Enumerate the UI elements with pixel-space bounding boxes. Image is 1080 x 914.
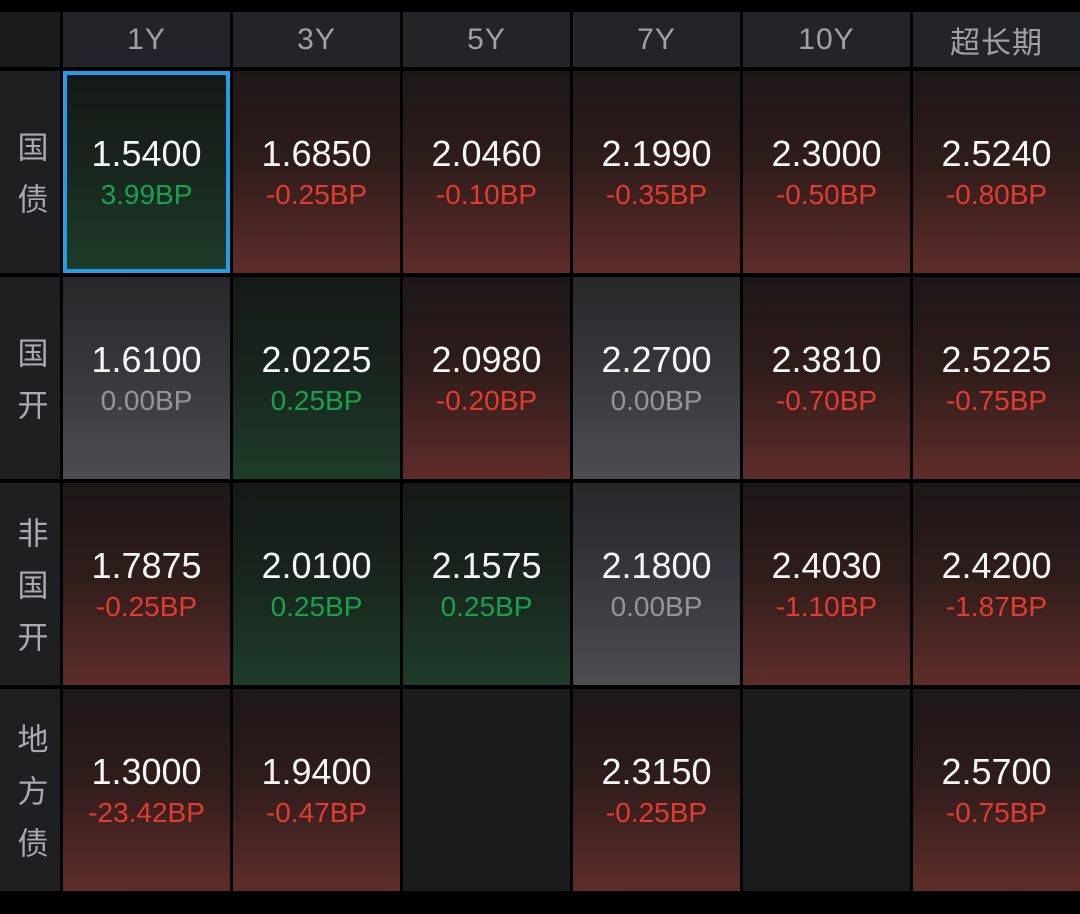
change-bp: -0.80BP bbox=[945, 178, 1048, 210]
row-label: 地方债 bbox=[0, 689, 60, 891]
row-label: 非国开 bbox=[0, 483, 60, 685]
yield-cell[interactable]: 2.4030 -1.10BP bbox=[743, 483, 910, 685]
change-bp: -0.47BP bbox=[265, 796, 368, 828]
column-header-3: 5Y bbox=[403, 12, 570, 67]
yield-value: 2.1575 bbox=[431, 544, 542, 586]
column-header-6: 超长期 bbox=[913, 12, 1080, 67]
yield-value: 2.5225 bbox=[941, 338, 1052, 380]
row-label-text: 地方债 bbox=[12, 722, 48, 879]
column-header-1: 1Y bbox=[63, 12, 230, 67]
yield-value: 2.3000 bbox=[771, 132, 882, 174]
yield-value: 1.3000 bbox=[91, 750, 202, 792]
change-bp: 3.99BP bbox=[100, 178, 193, 210]
change-bp: -1.10BP bbox=[775, 590, 878, 622]
yield-cell[interactable]: 2.0100 0.25BP bbox=[233, 483, 400, 685]
change-bp: -23.42BP bbox=[88, 796, 205, 828]
yield-value: 2.0225 bbox=[261, 338, 372, 380]
yield-cell[interactable]: 2.5240 -0.80BP bbox=[913, 71, 1080, 273]
yield-cell[interactable]: 2.0225 0.25BP bbox=[233, 277, 400, 479]
yield-cell-selected[interactable]: 1.5400 3.99BP bbox=[63, 71, 230, 273]
yield-cell[interactable]: 2.0460 -0.10BP bbox=[403, 71, 570, 273]
yield-value: 2.1800 bbox=[601, 544, 712, 586]
change-bp: 0.25BP bbox=[270, 590, 363, 622]
yield-value: 2.0980 bbox=[431, 338, 542, 380]
change-bp: 0.25BP bbox=[270, 384, 363, 416]
yield-cell[interactable]: 2.3810 -0.70BP bbox=[743, 277, 910, 479]
row-label-text: 国开 bbox=[12, 336, 48, 441]
empty-cell bbox=[403, 689, 570, 891]
yield-cell[interactable]: 1.6850 -0.25BP bbox=[233, 71, 400, 273]
yield-cell[interactable]: 2.1800 0.00BP bbox=[573, 483, 740, 685]
yield-cell[interactable]: 2.5225 -0.75BP bbox=[913, 277, 1080, 479]
yield-cell[interactable]: 2.1990 -0.35BP bbox=[573, 71, 740, 273]
yield-value: 2.4200 bbox=[941, 544, 1052, 586]
row-label-text: 非国开 bbox=[12, 516, 48, 673]
change-bp: -1.87BP bbox=[945, 590, 1048, 622]
change-bp: -0.25BP bbox=[265, 178, 368, 210]
yield-cell[interactable]: 2.1575 0.25BP bbox=[403, 483, 570, 685]
yield-value: 1.6850 bbox=[261, 132, 372, 174]
change-bp: 0.00BP bbox=[100, 384, 193, 416]
yield-value: 2.4030 bbox=[771, 544, 882, 586]
yield-value: 2.2700 bbox=[601, 338, 712, 380]
yield-cell[interactable]: 2.2700 0.00BP bbox=[573, 277, 740, 479]
column-header-2: 3Y bbox=[233, 12, 400, 67]
row-label-text: 国债 bbox=[12, 130, 48, 235]
change-bp: -0.25BP bbox=[95, 590, 198, 622]
change-bp: -0.35BP bbox=[605, 178, 708, 210]
bond-yield-board: 1Y 3Y 5Y 7Y 10Y 超长期国债 1.5400 3.99BP 1.6850 -0.25B… bbox=[0, 12, 1080, 891]
change-bp: 0.00BP bbox=[610, 590, 703, 622]
yield-value: 2.5240 bbox=[941, 132, 1052, 174]
yield-cell[interactable]: 2.4200 -1.87BP bbox=[913, 483, 1080, 685]
yield-value: 1.6100 bbox=[91, 338, 202, 380]
empty-cell bbox=[743, 689, 910, 891]
yield-cell[interactable]: 2.5700 -0.75BP bbox=[913, 689, 1080, 891]
yield-cell[interactable]: 2.0980 -0.20BP bbox=[403, 277, 570, 479]
header-corner-cell bbox=[0, 12, 60, 67]
change-bp: -0.10BP bbox=[435, 178, 538, 210]
yield-cell[interactable]: 1.6100 0.00BP bbox=[63, 277, 230, 479]
change-bp: -0.50BP bbox=[775, 178, 878, 210]
yield-value: 2.3150 bbox=[601, 750, 712, 792]
yield-value: 1.9400 bbox=[261, 750, 372, 792]
column-header-5: 10Y bbox=[743, 12, 910, 67]
change-bp: -0.25BP bbox=[605, 796, 708, 828]
change-bp: 0.25BP bbox=[440, 590, 533, 622]
change-bp: -0.20BP bbox=[435, 384, 538, 416]
change-bp: -0.75BP bbox=[945, 384, 1048, 416]
change-bp: -0.75BP bbox=[945, 796, 1048, 828]
row-label: 国开 bbox=[0, 277, 60, 479]
change-bp: 0.00BP bbox=[610, 384, 703, 416]
yield-cell[interactable]: 1.9400 -0.47BP bbox=[233, 689, 400, 891]
yield-cell[interactable]: 2.3000 -0.50BP bbox=[743, 71, 910, 273]
yield-value: 1.5400 bbox=[91, 132, 202, 174]
row-label: 国债 bbox=[0, 71, 60, 273]
column-header-4: 7Y bbox=[573, 12, 740, 67]
yield-cell[interactable]: 1.3000 -23.42BP bbox=[63, 689, 230, 891]
yield-value: 2.5700 bbox=[941, 750, 1052, 792]
yield-value: 2.3810 bbox=[771, 338, 882, 380]
yield-value: 2.0100 bbox=[261, 544, 372, 586]
change-bp: -0.70BP bbox=[775, 384, 878, 416]
yield-value: 2.1990 bbox=[601, 132, 712, 174]
yield-value: 2.0460 bbox=[431, 132, 542, 174]
yield-cell[interactable]: 2.3150 -0.25BP bbox=[573, 689, 740, 891]
yield-cell[interactable]: 1.7875 -0.25BP bbox=[63, 483, 230, 685]
yield-value: 1.7875 bbox=[91, 544, 202, 586]
